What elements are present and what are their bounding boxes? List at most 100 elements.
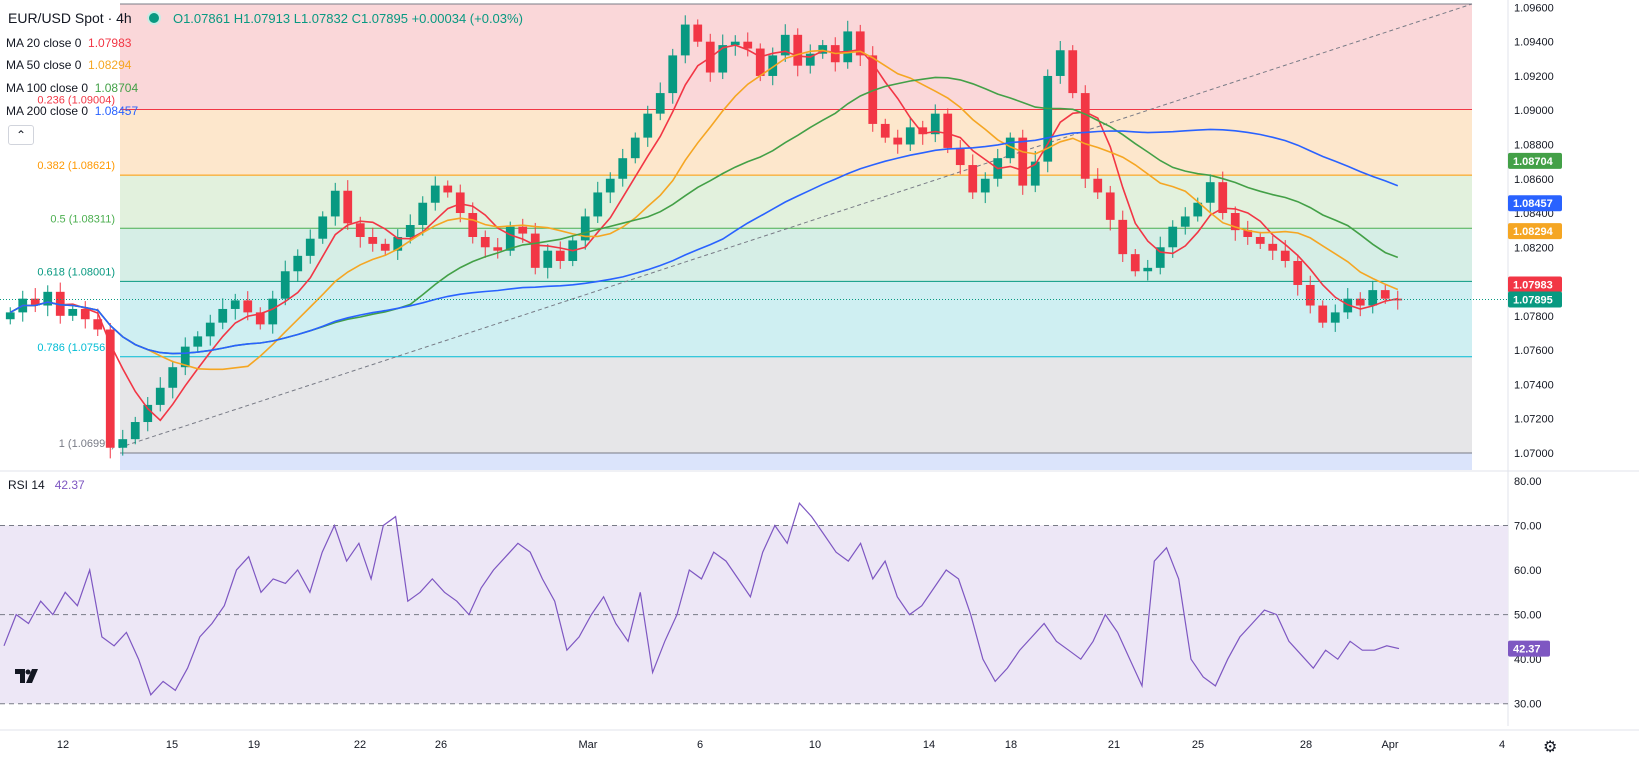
candle-body: [1280, 250, 1290, 261]
price-tick-label: 1.08600: [1514, 174, 1554, 186]
candle-body: [243, 300, 253, 313]
candle-body: [193, 336, 203, 347]
rsi-line: [3, 502, 1400, 696]
time-tick-label: 6: [697, 739, 703, 751]
time-tick-label: Apr: [1381, 739, 1398, 751]
rsi-tick-label: 70.00: [1514, 520, 1542, 532]
rsi-tick-label: 40.00: [1514, 654, 1542, 666]
candle-body: [680, 24, 690, 56]
candle-body: [780, 34, 790, 56]
candle-body: [1393, 298, 1403, 301]
candle-body: [330, 190, 340, 217]
candle-body: [1080, 93, 1090, 179]
candle-body: [1093, 178, 1103, 193]
candle-body: [718, 45, 728, 73]
rsi-value: 42.37: [54, 478, 85, 492]
collapse-legend-button[interactable]: ⌃: [8, 125, 34, 145]
fib-zone-5: [120, 356, 1472, 454]
candle-body: [380, 243, 390, 251]
candle-body: [105, 329, 115, 448]
price-tick-label: 1.07600: [1514, 345, 1554, 357]
ma20-legend[interactable]: MA 20 close 0 1.07983: [6, 36, 132, 50]
ohlc-low: L1.07832: [293, 11, 348, 26]
price-label-box: [1508, 195, 1562, 212]
candle-body: [430, 185, 440, 203]
ma50-legend[interactable]: MA 50 close 0 1.08294: [6, 58, 132, 72]
candle-body: [1355, 298, 1365, 306]
ohlc-change: +0.00034 (+0.03%): [411, 11, 523, 26]
price-label-text: 1.08704: [1513, 156, 1554, 168]
candle-body: [1230, 213, 1240, 231]
candle-body: [1055, 50, 1065, 76]
tradingview-logo-icon[interactable]: [14, 666, 40, 686]
candle-body: [1130, 254, 1140, 272]
candle-body: [1305, 284, 1315, 306]
fib-zone-3: [120, 228, 1472, 282]
chart-header: EUR/USD Spot · 4h O1.07861 H1.07913 L1.0…: [8, 10, 523, 26]
ma200-legend[interactable]: MA 200 close 0 1.08457: [6, 104, 139, 118]
candle-body: [1255, 237, 1265, 244]
settings-gear-icon[interactable]: ⚙: [1543, 739, 1558, 756]
candle-body: [618, 158, 628, 179]
price-label-text: 1.08294: [1513, 226, 1554, 238]
candle-body: [743, 41, 753, 49]
candle-body: [280, 271, 290, 299]
candle-body: [30, 298, 40, 306]
ma20-value: 1.07983: [88, 36, 132, 50]
price-tick-label: 1.07400: [1514, 379, 1554, 391]
price-tick-label: 1.09400: [1514, 37, 1554, 49]
candle-body: [1068, 50, 1078, 94]
candle-body: [180, 346, 190, 368]
candle-body: [1005, 137, 1015, 159]
price-tick-label: 1.09600: [1514, 2, 1554, 14]
candle-body: [1380, 290, 1390, 299]
candle-body: [118, 439, 128, 448]
candle-body: [155, 387, 165, 405]
time-tick-label: 21: [1108, 739, 1120, 751]
candle-body: [80, 308, 90, 320]
time-tick-label: 26: [435, 739, 447, 751]
candle-body: [468, 213, 478, 237]
candle-body: [1030, 161, 1040, 186]
rsi-value-label: 42.37: [1513, 644, 1541, 656]
rsi-value-box: [1508, 640, 1550, 657]
candle-body: [793, 34, 803, 66]
candle-body: [1155, 247, 1165, 268]
candle-body: [55, 291, 65, 316]
candle-body: [1218, 182, 1228, 214]
candle-body: [893, 137, 903, 145]
price-tick-label: 1.07000: [1514, 448, 1554, 460]
price-tick-label: 1.07200: [1514, 414, 1554, 426]
candle-body: [43, 291, 53, 306]
candle-body: [530, 233, 540, 268]
candle-body: [693, 24, 703, 42]
price-label-text: 1.07895: [1513, 295, 1553, 307]
fib-zone-4: [120, 281, 1472, 357]
candle-body: [268, 298, 278, 325]
rsi-legend[interactable]: RSI 14 42.37: [8, 478, 85, 492]
candle-body: [505, 226, 515, 251]
ma100-legend[interactable]: MA 100 close 0 1.08704: [6, 81, 139, 95]
candle-body: [1118, 219, 1128, 255]
candle-body: [305, 238, 315, 256]
candle-body: [1368, 290, 1378, 306]
fib-level-label: 0.382 (1.08621): [37, 160, 115, 172]
price-label-box: [1508, 276, 1562, 293]
fib-level-label: 1 (1.06999): [59, 438, 115, 450]
price-label-text: 1.08457: [1513, 198, 1553, 210]
rsi-tick-label: 80.00: [1514, 476, 1542, 488]
time-tick-label: 19: [248, 739, 260, 751]
candle-body: [755, 48, 765, 76]
ma50-value: 1.08294: [88, 58, 132, 72]
candle-body: [68, 308, 78, 316]
candle-body: [1330, 312, 1340, 323]
symbol-title[interactable]: EUR/USD Spot · 4h: [8, 10, 132, 26]
candle-body: [1318, 305, 1328, 323]
candle-body: [1168, 226, 1178, 248]
candle-body: [518, 226, 528, 234]
candle-body: [805, 53, 815, 66]
candle-body: [980, 178, 990, 193]
candle-body: [1180, 216, 1190, 227]
fib-zone-1: [120, 109, 1472, 176]
time-tick-label: Mar: [579, 739, 598, 751]
